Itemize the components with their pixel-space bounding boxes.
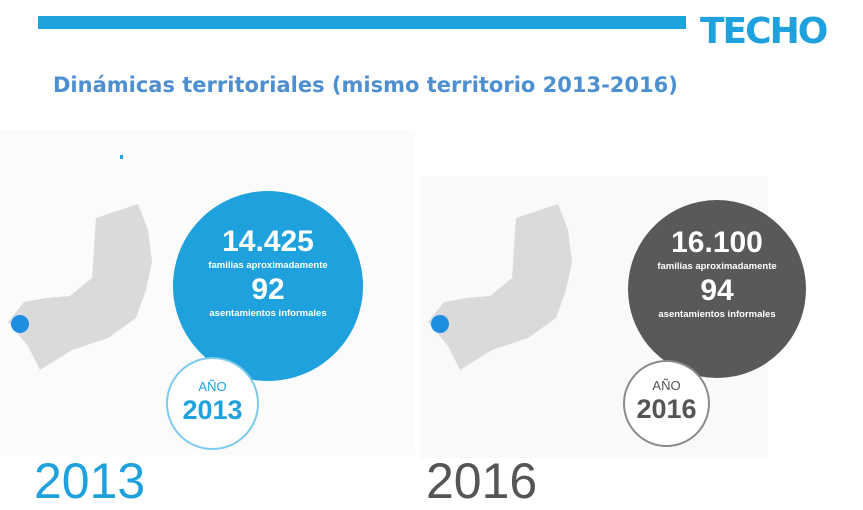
year-badge-label: AÑO	[652, 378, 681, 393]
stats-circle-2016: 16.100 familias aproximadamente 94 asent…	[628, 200, 806, 378]
location-marker	[11, 315, 29, 333]
settlements-label: asentamientos informales	[658, 309, 776, 320]
year-badge-label: AÑO	[198, 379, 227, 394]
territory-shape	[8, 204, 152, 370]
year-caption-2013: 2013	[34, 453, 146, 509]
year-caption-2016: 2016	[426, 453, 538, 509]
year-badge-2016: AÑO 2016	[623, 360, 710, 447]
page-title: Dinámicas territoriales (mismo territori…	[53, 73, 678, 97]
header-accent-bar	[38, 16, 686, 29]
settlements-label: asentamientos informales	[209, 308, 327, 319]
stats-circle-2013: 14.425 familias aproximadamente 92 asent…	[173, 191, 363, 381]
year-badge-2013: AÑO 2013	[166, 357, 259, 450]
techo-logo: TECHO	[700, 11, 828, 52]
territory-shape	[428, 204, 572, 370]
decorative-mark	[120, 155, 123, 159]
families-label: familias aproximadamente	[208, 260, 328, 271]
year-badge-year: 2013	[182, 395, 243, 425]
settlements-count: 92	[251, 273, 285, 306]
families-count: 14.425	[222, 225, 314, 258]
logo-text: TECHO	[700, 11, 828, 52]
families-label: familias aproximadamente	[657, 261, 777, 272]
settlements-count: 94	[700, 274, 734, 307]
location-marker	[431, 315, 449, 333]
year-badge-year: 2016	[636, 394, 697, 424]
families-count: 16.100	[671, 226, 763, 259]
